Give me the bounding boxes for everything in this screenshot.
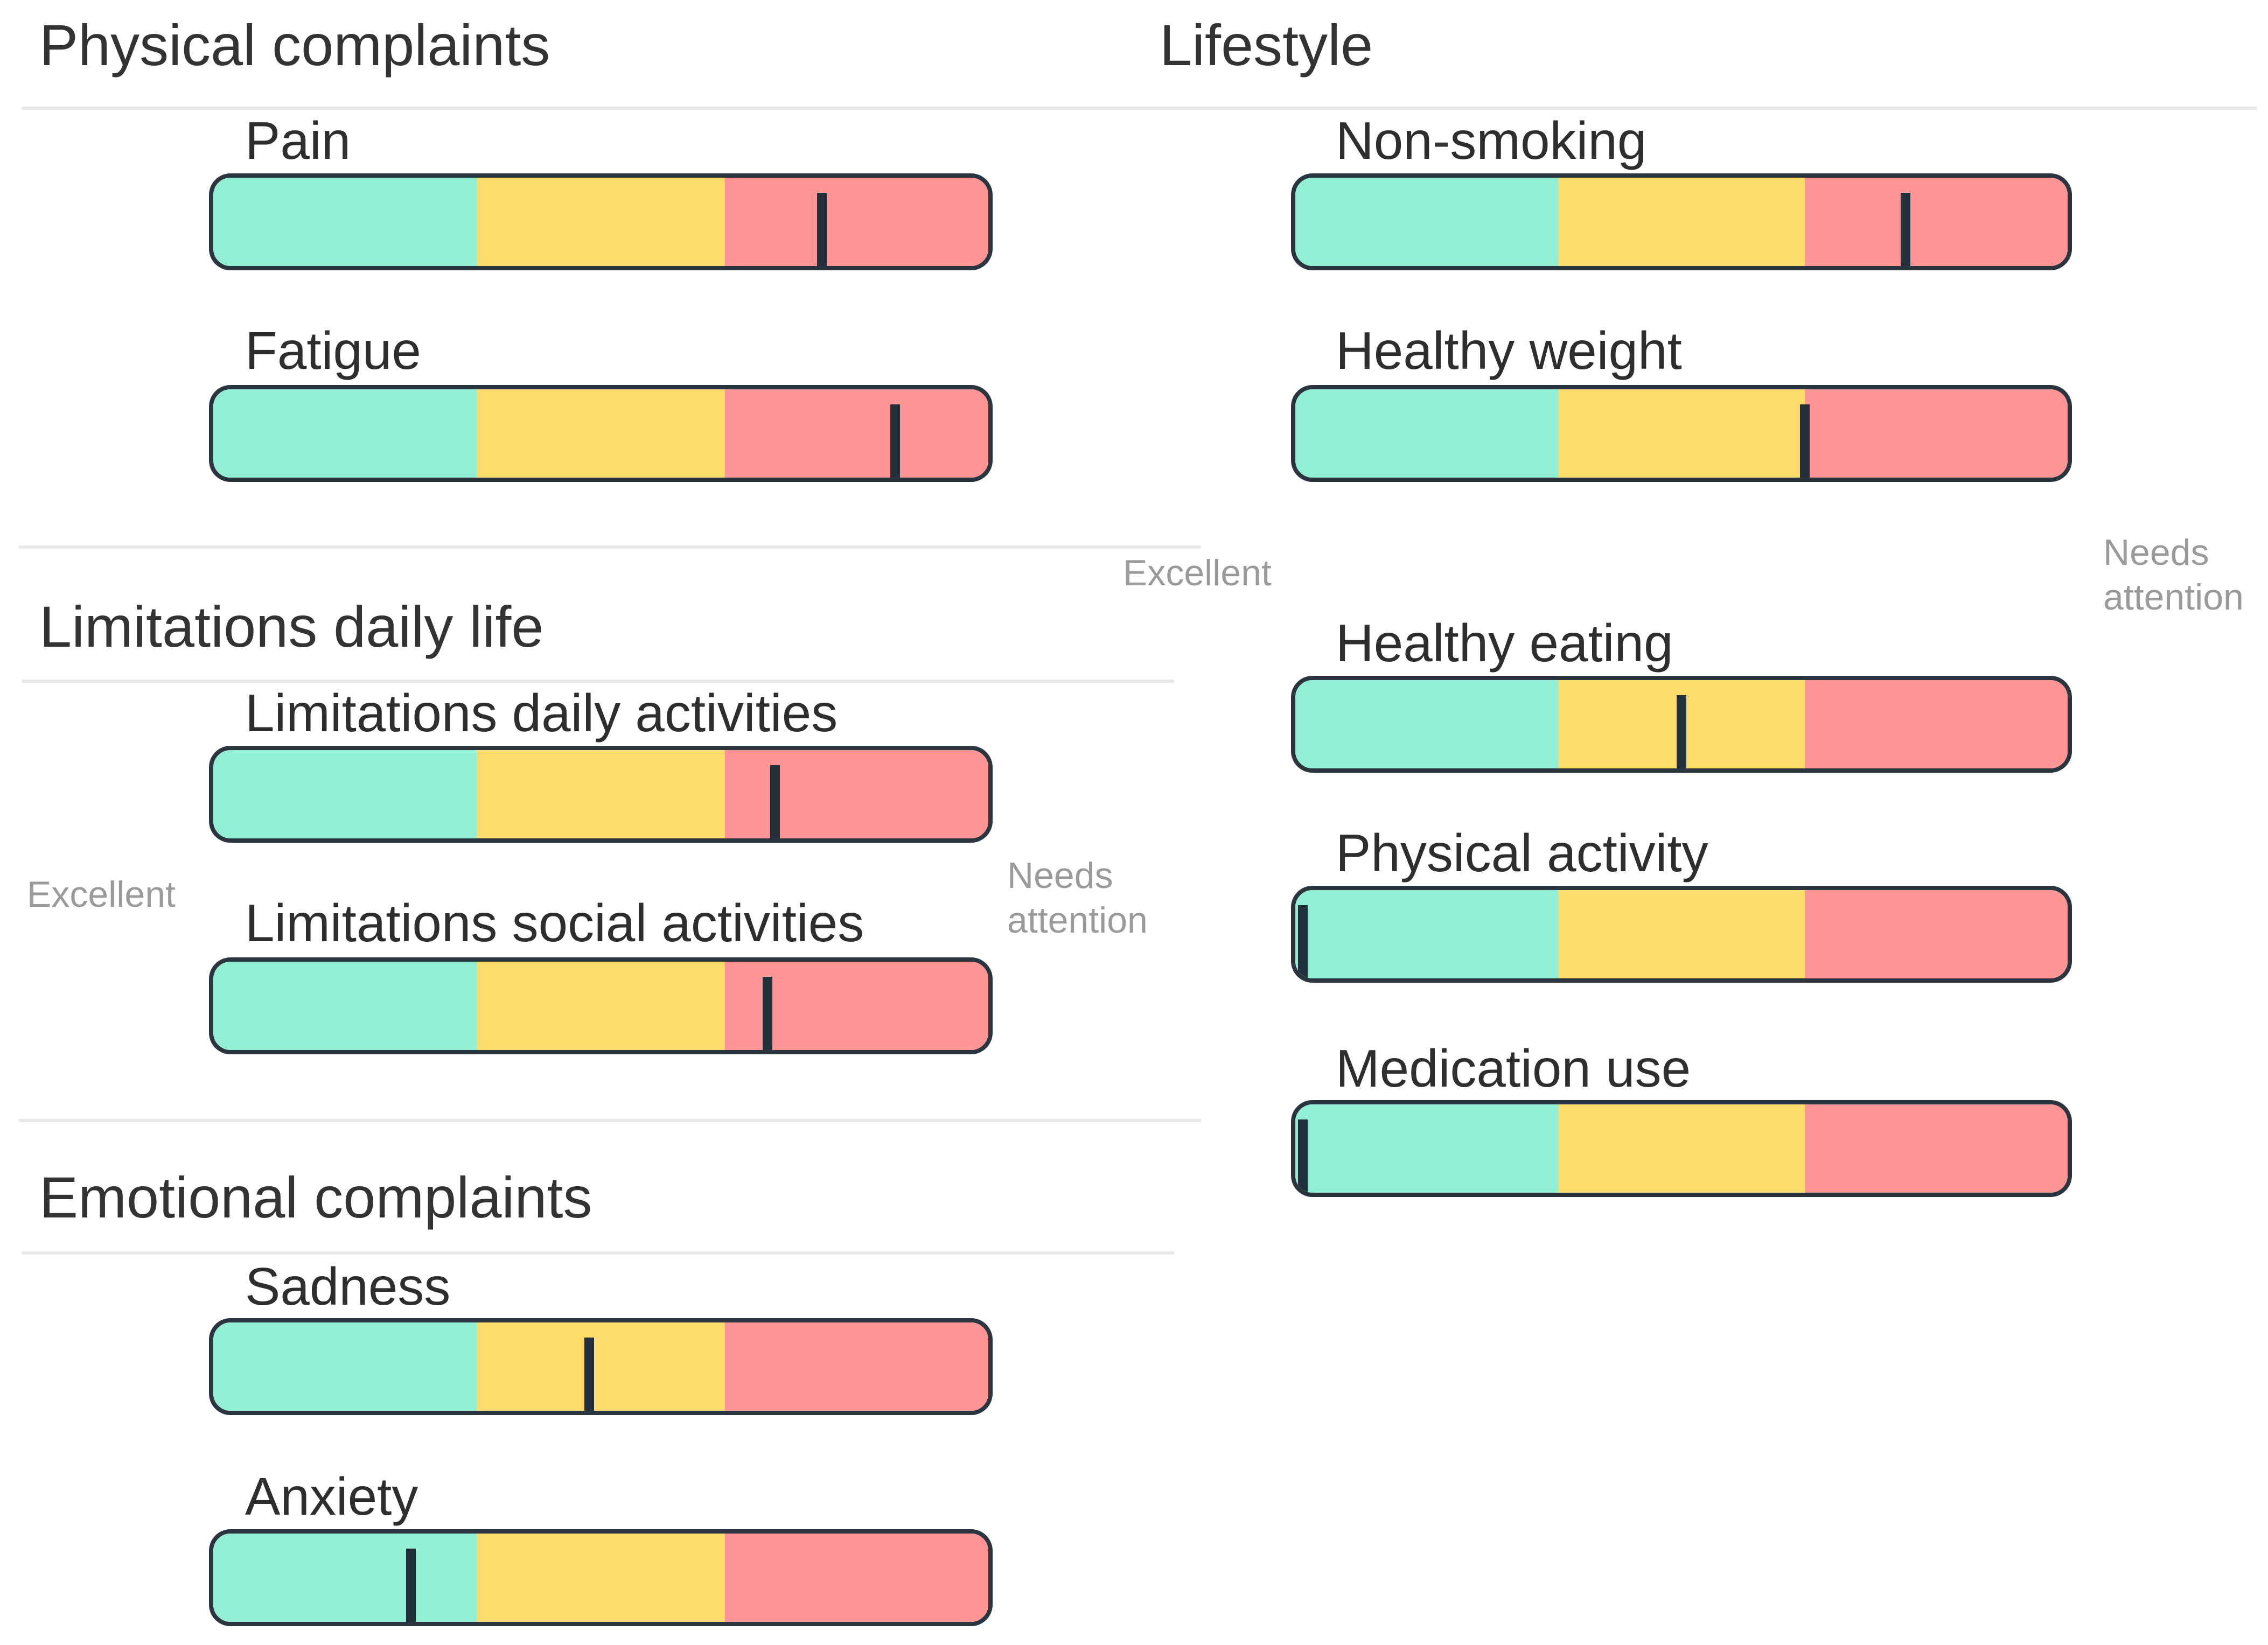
value-marker <box>1298 905 1308 978</box>
scale-high-label-line1: Needs <box>2103 532 2209 573</box>
item-label-medication-use: Medication use <box>1336 1039 1691 1098</box>
section-title-emotional-complaints: Emotional complaints <box>39 1165 592 1230</box>
bar-anxiety <box>209 1529 993 1626</box>
bar-pain <box>209 173 993 270</box>
value-marker <box>1900 193 1910 266</box>
scale-high-label-line2: attention <box>1007 899 1148 941</box>
bar-fatigue <box>209 385 993 482</box>
section-title-physical-complaints: Physical complaints <box>39 12 550 78</box>
item-label-non-smoking: Non-smoking <box>1336 111 1647 170</box>
segment-excellent <box>1295 680 1558 768</box>
segment-moderate <box>477 389 725 478</box>
segment-attention <box>1805 890 2068 978</box>
segment-excellent <box>213 1322 477 1411</box>
segment-moderate <box>1558 890 1805 978</box>
segment-excellent <box>1295 1104 1558 1193</box>
item-label-physical-activity: Physical activity <box>1336 823 1708 883</box>
value-marker <box>762 977 772 1050</box>
scale-high-label-line2: attention <box>2103 576 2244 618</box>
item-label-limitations-daily-activities: Limitations daily activities <box>245 683 838 743</box>
scale-high-label-right: Needs attention <box>2103 530 2244 620</box>
value-marker <box>1800 404 1810 478</box>
value-marker <box>406 1549 416 1622</box>
item-label-fatigue: Fatigue <box>245 321 421 380</box>
bar-physical-activity <box>1291 886 2072 983</box>
divider-lifestyle <box>1158 107 2257 110</box>
bar-healthy-weight <box>1291 385 2072 482</box>
bar-non-smoking <box>1291 173 2072 270</box>
bar-medication-use <box>1291 1100 2072 1197</box>
item-label-anxiety: Anxiety <box>245 1467 418 1526</box>
value-marker <box>1677 695 1686 768</box>
segment-attention <box>1805 178 2068 266</box>
scale-low-label-left: Excellent <box>27 874 176 915</box>
segment-excellent <box>213 178 477 266</box>
divider-between-physical-limitations <box>19 545 1201 549</box>
segment-excellent <box>1295 389 1558 478</box>
scale-high-label-left: Needs attention <box>1007 853 1148 943</box>
segment-moderate <box>1558 389 1805 478</box>
segment-attention <box>1805 389 2068 478</box>
item-label-healthy-weight: Healthy weight <box>1336 321 1682 380</box>
segment-attention <box>1805 1104 2068 1193</box>
divider-limitations <box>22 680 1174 683</box>
segment-excellent <box>1295 178 1558 266</box>
item-label-sadness: Sadness <box>245 1257 451 1316</box>
divider-emotional <box>22 1251 1174 1255</box>
segment-excellent <box>213 962 477 1050</box>
segment-attention <box>724 178 988 266</box>
value-marker <box>770 765 780 838</box>
segment-moderate <box>477 1534 725 1622</box>
segment-attention <box>724 750 988 838</box>
segment-moderate <box>477 750 725 838</box>
bar-limitations-social-activities <box>209 957 993 1054</box>
segment-attention <box>724 1534 988 1622</box>
value-marker <box>1298 1119 1308 1193</box>
bar-limitations-daily-activities <box>209 746 993 843</box>
scale-high-label-line1: Needs <box>1007 855 1113 896</box>
item-label-healthy-eating: Healthy eating <box>1336 613 1673 673</box>
segment-moderate <box>1558 178 1805 266</box>
segment-moderate <box>1558 1104 1805 1193</box>
segment-excellent <box>213 1534 477 1622</box>
value-marker <box>584 1338 594 1411</box>
item-label-limitations-social-activities: Limitations social activities <box>245 893 864 953</box>
item-label-pain: Pain <box>245 111 351 170</box>
section-title-lifestyle: Lifestyle <box>1160 12 1373 78</box>
value-marker <box>817 193 827 266</box>
segment-moderate <box>477 962 725 1050</box>
segment-attention <box>1805 680 2068 768</box>
segment-attention <box>724 1322 988 1411</box>
bar-sadness <box>209 1318 993 1415</box>
segment-moderate <box>477 1322 725 1411</box>
value-marker <box>890 404 901 478</box>
bar-healthy-eating <box>1291 676 2072 773</box>
segment-attention <box>724 389 988 478</box>
section-title-limitations-daily-life: Limitations daily life <box>39 594 544 659</box>
segment-excellent <box>213 750 477 838</box>
scale-low-label-right: Excellent <box>1123 552 1272 593</box>
segment-excellent <box>1295 890 1558 978</box>
divider-physical <box>22 107 1180 110</box>
segment-excellent <box>213 389 477 478</box>
divider-between-limitations-emotional <box>19 1119 1201 1122</box>
segment-moderate <box>477 178 725 266</box>
